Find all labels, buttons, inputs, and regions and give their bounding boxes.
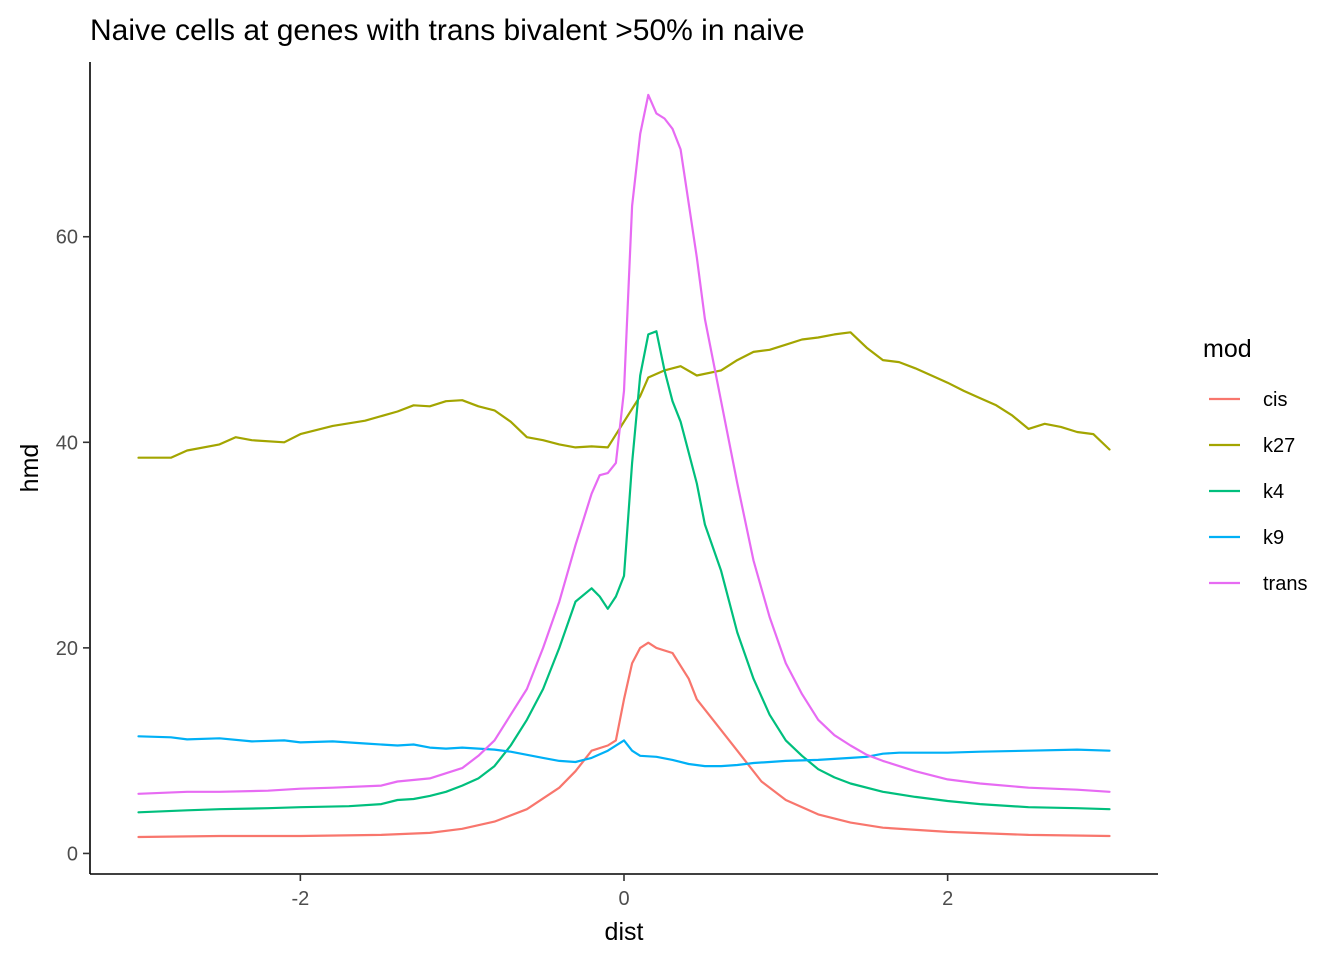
- legend: mod cis k27 k4 k9 trans: [1203, 335, 1307, 595]
- y-axis-ticks: 0 20 40 60: [56, 227, 90, 865]
- y-axis-label: hmd: [16, 444, 44, 493]
- legend-label-cis: cis: [1263, 389, 1287, 411]
- legend-label-k4: k4: [1263, 481, 1284, 503]
- series-line-k9: [137, 735, 1111, 768]
- x-axis-label: dist: [605, 918, 644, 946]
- legend-label-trans: trans: [1263, 573, 1307, 595]
- y-tick-label: 20: [56, 638, 78, 660]
- x-tick-label: 2: [942, 888, 953, 910]
- x-tick-label: -2: [291, 888, 309, 910]
- legend-label-k9: k9: [1263, 527, 1284, 549]
- legend-title: mod: [1203, 335, 1252, 363]
- plot-area: [137, 93, 1111, 839]
- y-tick-label: 40: [56, 432, 78, 454]
- legend-label-k27: k27: [1263, 435, 1295, 457]
- chart-title: Naive cells at genes with trans bivalent…: [90, 14, 805, 47]
- x-tick-label: 0: [618, 888, 629, 910]
- x-axis-ticks: -2 0 2: [291, 874, 953, 910]
- series-line-trans: [137, 93, 1111, 795]
- y-tick-label: 60: [56, 227, 78, 249]
- series-line-cis: [137, 641, 1111, 839]
- series-line-k4: [137, 330, 1111, 814]
- y-tick-label: 0: [67, 843, 78, 865]
